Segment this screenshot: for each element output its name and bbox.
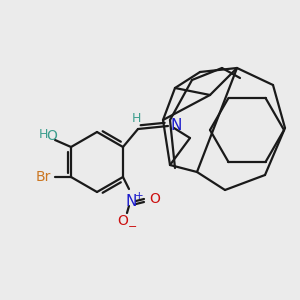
Text: +: + xyxy=(135,191,143,201)
Text: O: O xyxy=(118,214,128,228)
Text: H: H xyxy=(131,112,141,124)
Text: N: N xyxy=(125,194,137,208)
Text: Br: Br xyxy=(35,170,51,184)
Text: O: O xyxy=(46,129,58,143)
Text: H: H xyxy=(38,128,48,140)
Text: −: − xyxy=(128,222,138,232)
Text: N: N xyxy=(170,118,182,134)
Text: O: O xyxy=(149,192,161,206)
